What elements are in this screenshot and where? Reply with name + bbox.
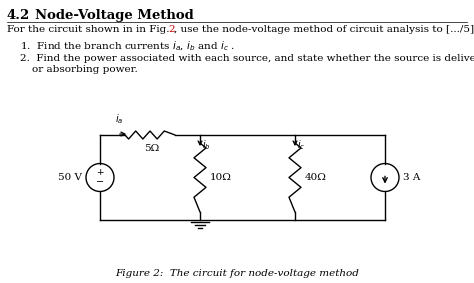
Text: 50 V: 50 V — [58, 173, 82, 182]
Text: 5Ω: 5Ω — [145, 144, 160, 153]
Text: Node-Voltage Method: Node-Voltage Method — [35, 9, 194, 22]
Text: Figure 2:  The circuit for node-voltage method: Figure 2: The circuit for node-voltage m… — [115, 269, 359, 278]
Text: 10Ω: 10Ω — [210, 173, 232, 182]
Text: 2.  Find the power associated with each source, and state whether the source is : 2. Find the power associated with each s… — [20, 54, 474, 63]
Text: or absorbing power.: or absorbing power. — [32, 65, 138, 74]
Text: 4.2: 4.2 — [7, 9, 30, 22]
Text: −: − — [96, 178, 104, 187]
Text: 40Ω: 40Ω — [305, 173, 327, 182]
Text: 2: 2 — [168, 25, 174, 34]
Text: , use the node-voltage method of circuit analysis to [.../5]: , use the node-voltage method of circuit… — [174, 25, 474, 34]
Text: 3 A: 3 A — [403, 173, 420, 182]
Text: $i_a$: $i_a$ — [115, 112, 123, 126]
Text: 1.  Find the branch currents $i_a$, $i_b$ and $i_c$ .: 1. Find the branch currents $i_a$, $i_b$… — [20, 39, 235, 53]
Text: $i_c$: $i_c$ — [297, 138, 305, 152]
Text: +: + — [96, 168, 104, 177]
Text: $i_b$: $i_b$ — [202, 138, 210, 152]
Text: For the circuit shown in in Fig.: For the circuit shown in in Fig. — [7, 25, 173, 34]
